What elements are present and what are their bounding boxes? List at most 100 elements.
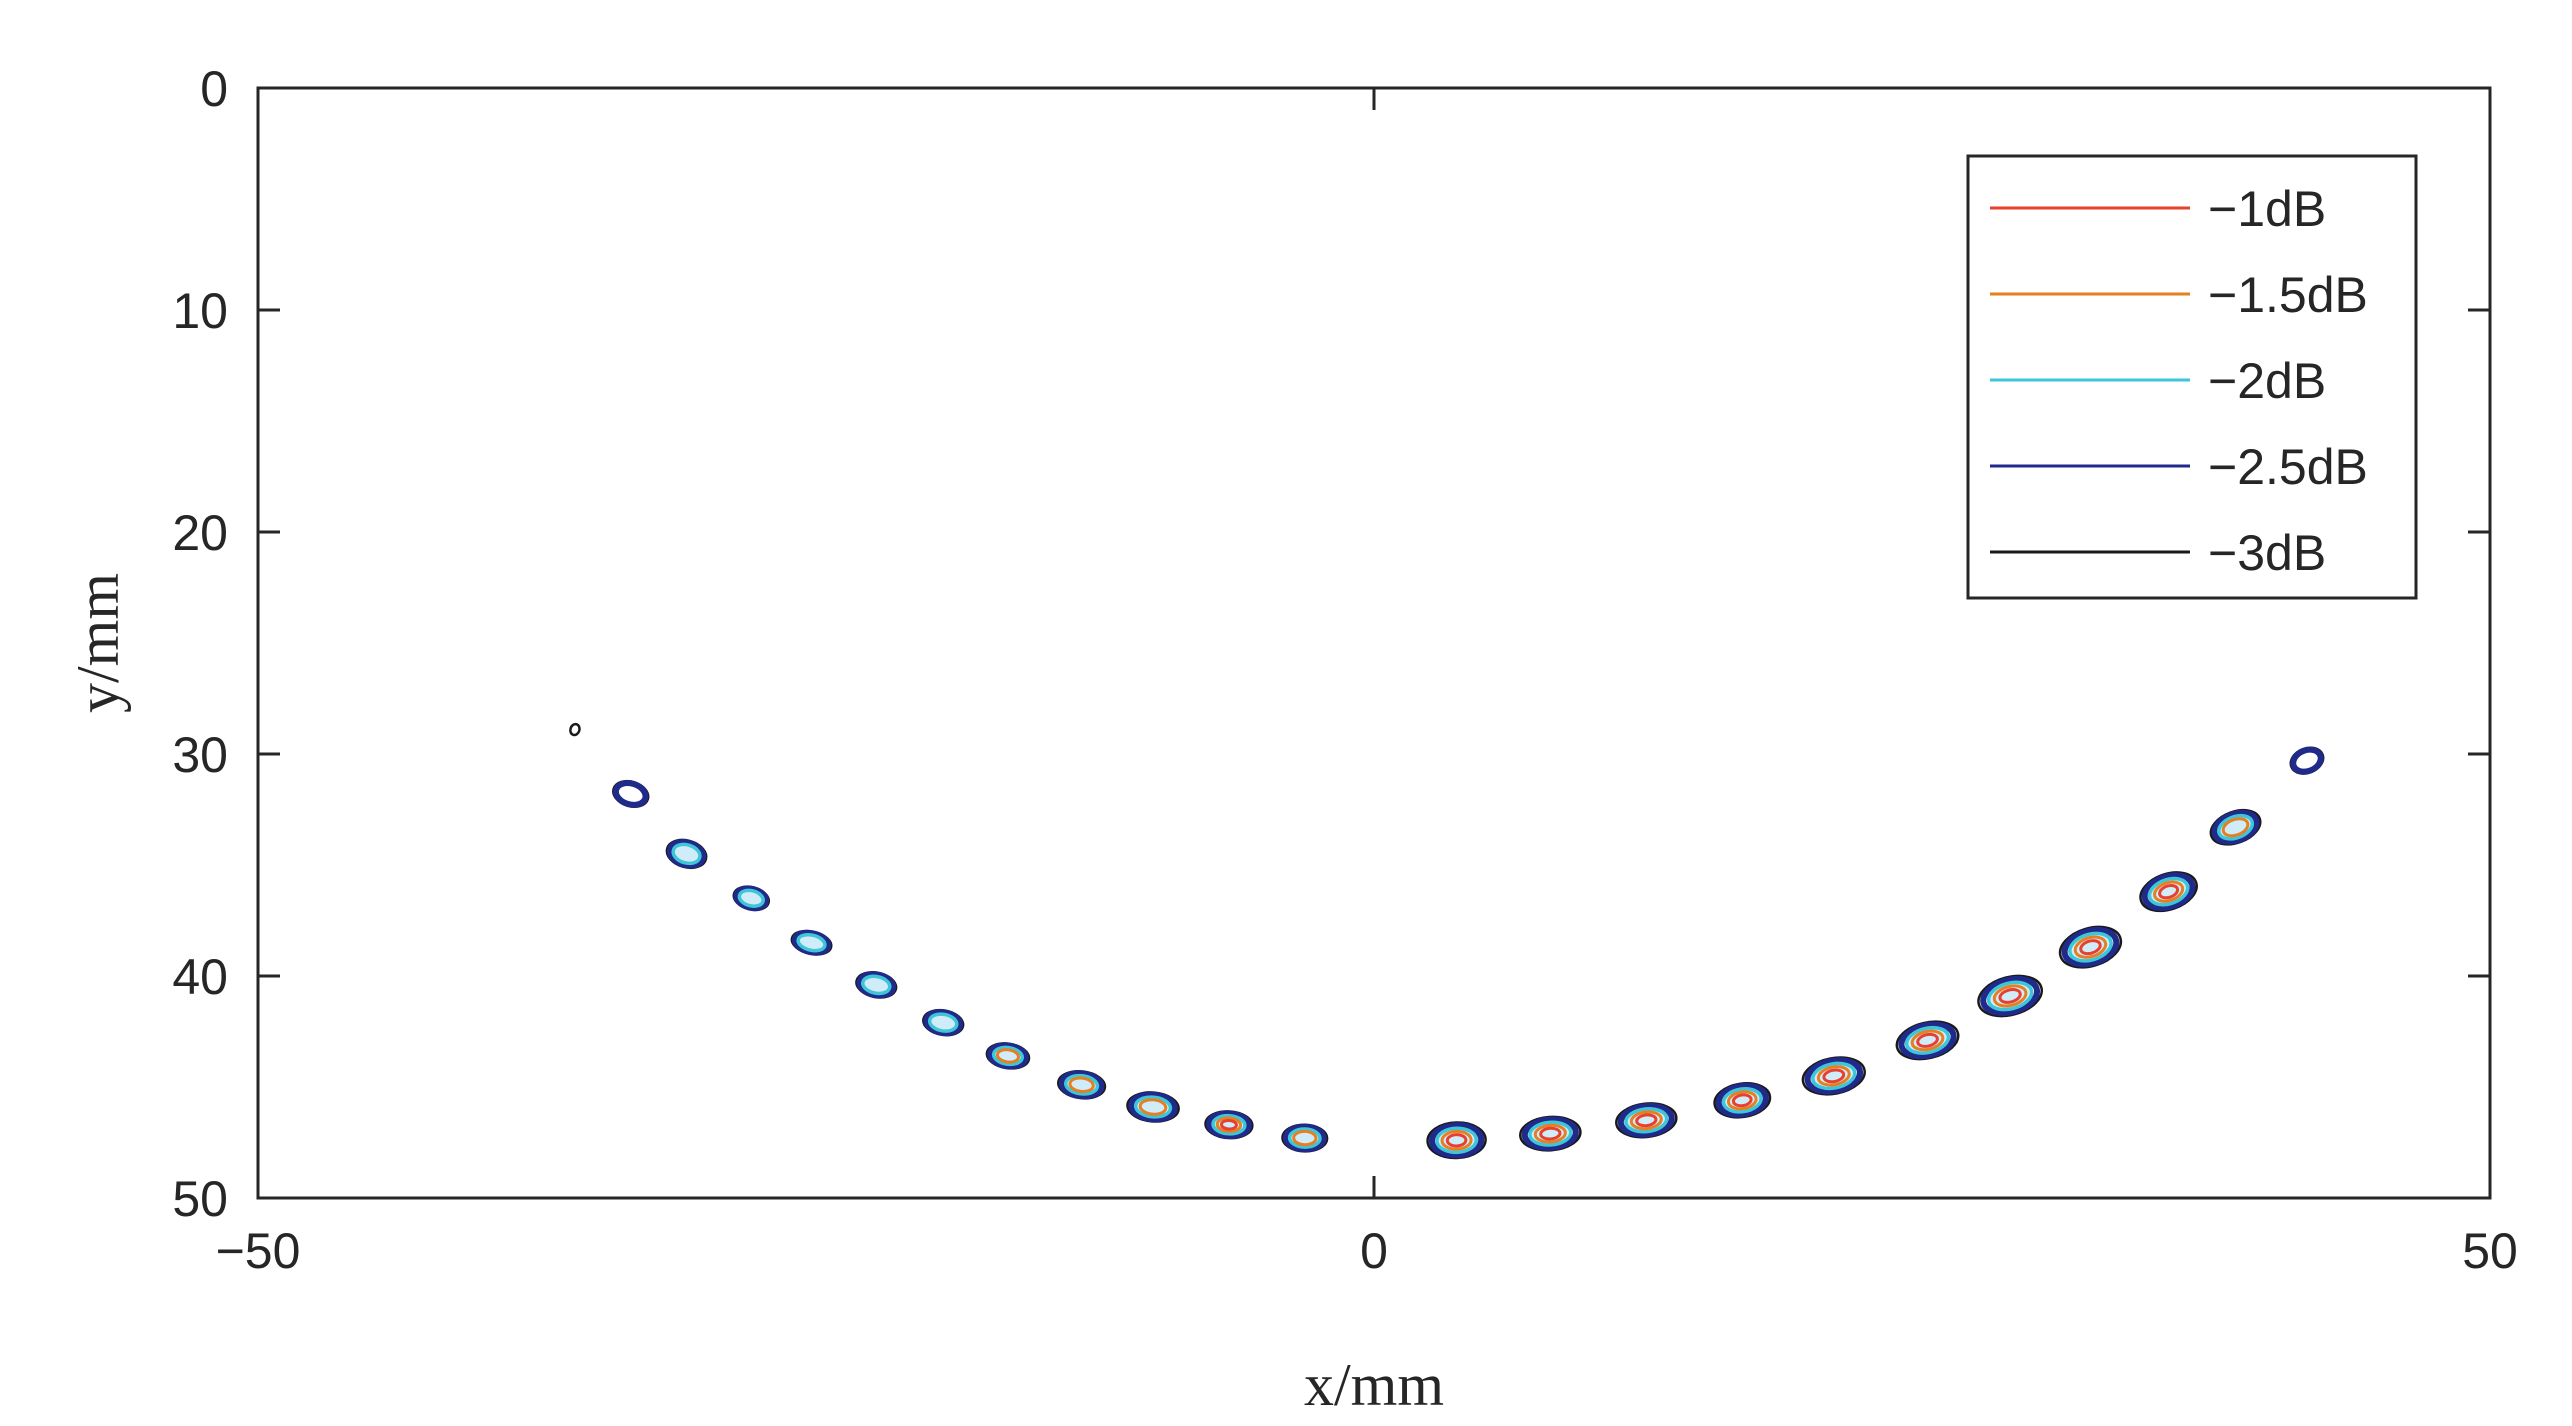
contour-line-level-1 <box>1445 1133 1468 1148</box>
x-axis-label: x/mm <box>1304 1352 1444 1418</box>
contour-line-level-3 <box>861 974 892 996</box>
contour-line-level-1 <box>1916 1032 1939 1048</box>
contour-line-level-4 <box>1521 1116 1579 1151</box>
contour-line-level-2 <box>2153 880 2185 903</box>
legend-box <box>1966 154 2418 600</box>
legend-label: −2dB <box>2208 353 2326 409</box>
y-tick-label: 10 <box>172 283 228 339</box>
contour-line-level-4 <box>1282 1123 1327 1153</box>
contour-spot <box>922 1008 965 1037</box>
contour-line-level-4 <box>2141 872 2196 911</box>
contour-spot <box>732 885 771 912</box>
y-axis-label: y/mm <box>65 573 131 713</box>
contour-line-level-2 <box>1726 1090 1758 1111</box>
contour-line-level-1 <box>2079 939 2102 956</box>
legend-entry: −3dB <box>1990 525 2326 581</box>
contour-line-level-3 <box>737 888 765 908</box>
contour-spot <box>2209 808 2262 846</box>
contour-line-level-4 <box>1617 1102 1675 1138</box>
contour-line-level-1 <box>1731 1093 1753 1108</box>
contour-line-level-2 <box>2221 817 2250 838</box>
contour-line-level-2 <box>995 1048 1020 1064</box>
contour-spot <box>1615 1102 1678 1139</box>
contour-line-level-4 <box>1206 1110 1252 1140</box>
contour-line-level-2 <box>1910 1029 1945 1052</box>
contour-line-level-4 <box>1898 1021 1957 1060</box>
contour-line-level-1 <box>1539 1126 1562 1141</box>
contour-line-level-4 <box>612 780 649 808</box>
contour-line-level-4 <box>2290 746 2324 775</box>
contour-line-level-2 <box>1068 1076 1095 1094</box>
contour-line-level-2 <box>1292 1129 1318 1147</box>
contour-spot <box>1426 1121 1487 1160</box>
contour-line-level-2 <box>1533 1123 1567 1144</box>
contour-line-level-4 <box>2211 809 2260 845</box>
contour-spot <box>1281 1123 1329 1153</box>
contour-spot <box>2058 925 2123 969</box>
legend-label: −2.5dB <box>2208 439 2368 495</box>
legend-label: −3dB <box>2208 525 2326 581</box>
y-tick-label: 0 <box>200 61 228 117</box>
axes: −50 0 50 0 10 20 30 40 50 <box>172 61 2517 1279</box>
contour-line-level-4 <box>1058 1070 1105 1100</box>
contour-line-level-3 <box>796 932 827 953</box>
contour-spot <box>1057 1070 1107 1100</box>
contour-spot <box>1713 1082 1772 1119</box>
contour-spot <box>985 1042 1031 1070</box>
contour-line-level-4 <box>1980 975 2041 1017</box>
legend-entry: −1dB <box>1990 181 2326 237</box>
contour-spot <box>569 722 581 737</box>
contour-spot <box>612 779 650 809</box>
contour-line-level-2 <box>1992 984 2028 1008</box>
contour-line-level-4 <box>856 971 897 999</box>
legend-entry: −2.5dB <box>1990 439 2368 495</box>
contour-line-level-4 <box>2061 926 2120 968</box>
contour-line-level-1 <box>1998 988 2022 1004</box>
contour-line-level-4 <box>1428 1122 1485 1159</box>
contour-line-level-3 <box>927 1012 959 1033</box>
contour-spots <box>569 722 2325 1160</box>
contour-line-level-4 <box>791 929 832 956</box>
contour-line-level-2 <box>1138 1098 1168 1116</box>
y-tick-label: 40 <box>172 949 228 1005</box>
legend-entry: −2dB <box>1990 353 2326 409</box>
contour-line-level-4 <box>1715 1082 1769 1118</box>
contour-line-level-2 <box>1440 1129 1473 1151</box>
contour-spot <box>790 929 833 956</box>
contour-spot <box>1126 1091 1180 1123</box>
contour-spot <box>1977 974 2044 1018</box>
x-tick-label: 0 <box>1360 1223 1388 1279</box>
contour-spot <box>1801 1056 1866 1096</box>
contour-line-level-4 <box>666 839 707 869</box>
contour-line-level-1 <box>1822 1068 1846 1084</box>
contour-line-level-2 <box>2073 935 2108 959</box>
contour-line-level-1 <box>2158 883 2180 900</box>
contour-line-level-2 <box>1816 1065 1851 1087</box>
contour-spot <box>2139 871 2198 913</box>
contour-spot <box>1895 1020 1960 1061</box>
x-tick-label: −50 <box>216 1223 301 1279</box>
contour-line-level-3 <box>671 842 702 866</box>
contour-line-level-5 <box>569 722 581 737</box>
legend-entry: −1.5dB <box>1990 267 2368 323</box>
contour-spot <box>855 971 898 999</box>
legend: −1dB −1.5dB −2dB −2.5dB −3dB <box>1966 154 2418 600</box>
contour-line-level-4 <box>733 885 770 912</box>
contour-line-level-2 <box>1629 1110 1663 1131</box>
y-tick-label: 50 <box>172 1171 228 1227</box>
contour-line-level-4 <box>1804 1057 1864 1095</box>
contour-spot <box>1204 1110 1254 1140</box>
contour-line-level-4 <box>1128 1091 1178 1123</box>
contour-spot <box>665 838 708 870</box>
contour-line-level-1 <box>1219 1118 1238 1131</box>
contour-spot <box>1519 1115 1582 1152</box>
legend-label: −1.5dB <box>2208 267 2368 323</box>
contour-line-level-1 <box>1635 1113 1658 1128</box>
y-tick-label: 30 <box>172 727 228 783</box>
y-tick-label: 20 <box>172 505 228 561</box>
contour-line-level-2 <box>1215 1116 1243 1133</box>
contour-line-level-4 <box>923 1008 964 1037</box>
contour-line-level-4 <box>987 1042 1029 1070</box>
legend-label: −1dB <box>2208 181 2326 237</box>
